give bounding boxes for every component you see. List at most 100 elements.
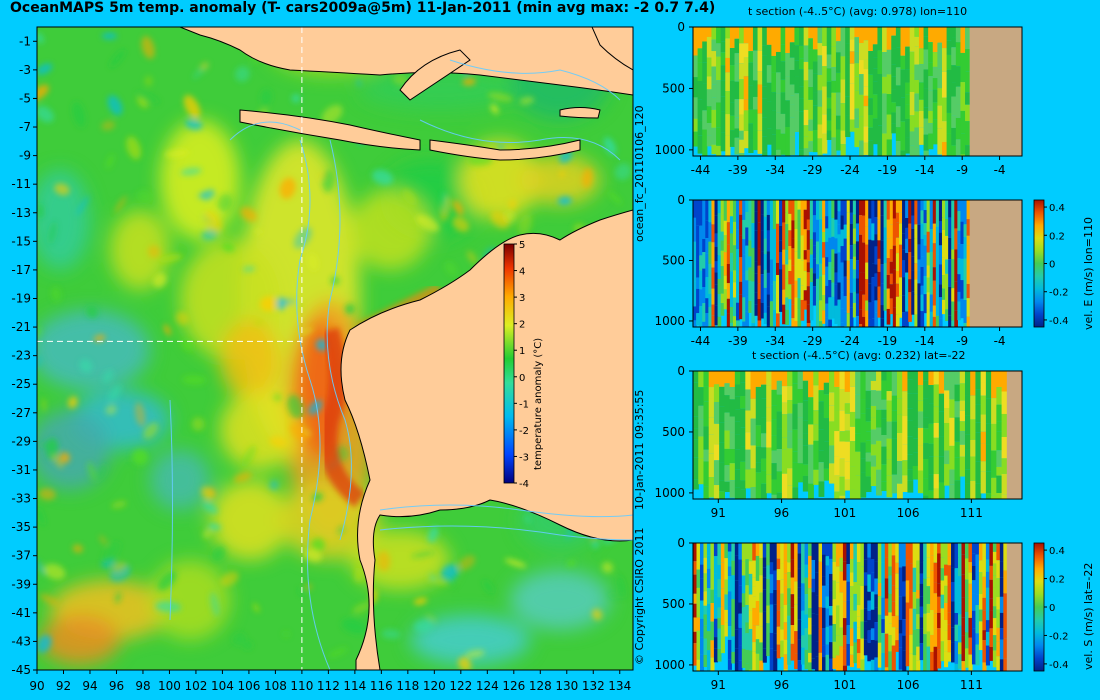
copyright-label: © Copyright CSIRO 2011	[633, 527, 646, 665]
map-y-tick-label: -9	[19, 149, 31, 163]
island-land	[559, 107, 601, 119]
run-label: ocean_fc_20110106_120	[633, 105, 646, 242]
map-y-tick-label: -25	[11, 377, 31, 391]
page-title: OceanMAPS 5m temp. anomaly (T- cars2009a…	[10, 0, 716, 16]
map-x-tick-label: 134	[608, 679, 631, 693]
isobath-contour	[326, 139, 352, 541]
coastal-warm-current	[319, 327, 366, 508]
isobath-contour	[169, 399, 173, 621]
map-colorbar-label: temperature anomaly (°C)	[533, 338, 544, 470]
map-colorbar-tick-label: 3	[519, 293, 525, 304]
section-x-tick-label: 96	[774, 506, 789, 520]
map-y-tick-label: -17	[11, 263, 31, 277]
section-x-tick-label: -4	[994, 334, 1006, 348]
section-x-tick-label: -34	[765, 163, 785, 177]
map-x-tick-label: 108	[264, 679, 287, 693]
section-y-tick-label: 500	[662, 597, 685, 611]
isobath-contour	[379, 504, 633, 518]
map-colorbar-tick-label: 4	[519, 267, 525, 278]
section-x-tick-label: 101	[833, 506, 856, 520]
section-y-tick-label: 1000	[654, 658, 685, 672]
map-frame	[36, 26, 634, 671]
section-x-tick-label: -39	[728, 334, 748, 348]
timestamp-label: 10-Jan-2011 09:35:55	[633, 389, 646, 510]
map-x-tick-label: 100	[158, 679, 181, 693]
tsec-lat-title: t section (-4..5°C) (avg: 0.232) lat=-22	[752, 349, 966, 362]
map-x-tick-label: 114	[343, 679, 366, 693]
section-y-tick-label: 500	[662, 81, 685, 95]
tsec-lon-title: t section (-4..5°C) (avg: 0.978) lon=110	[748, 5, 968, 18]
isobath-contour	[296, 139, 331, 670]
section-frame	[692, 26, 1023, 157]
map-y-tick-label: -31	[11, 463, 31, 477]
velocity-colorbar	[1033, 199, 1045, 328]
velocity-colorbar-tick-label: 0.2	[1049, 575, 1065, 586]
map-colorbar-tick-label: -1	[519, 399, 529, 410]
map-colorbar-tick-label: -2	[519, 426, 529, 437]
map-x-tick-label: 90	[29, 679, 44, 693]
section-panel-vel-e: -44 -39 -34 -29 -24 -19 -14 -9 -4 0 500 1000 0.4 0.2 0…	[654, 193, 1068, 348]
section-panel-tsec-lat: 91 96 101 106 111 0 500 1000	[654, 364, 1023, 520]
section-x-tick-label: -29	[803, 163, 823, 177]
map-colorbar-tick-label: 1	[519, 346, 525, 357]
map-x-tick-label: 110	[290, 679, 313, 693]
map-y-tick-label: -33	[11, 492, 31, 506]
section-panels: -44 -39 -34 -29 -24 -19 -14 -9 -4 0 500 1000 -44 -39 -…	[654, 20, 1069, 692]
section-x-tick-label: 96	[774, 678, 789, 692]
map-x-tick-label: 92	[56, 679, 71, 693]
section-x-tick-label: 101	[833, 678, 856, 692]
map-colorbar-tick-label: 0	[519, 373, 525, 384]
section-x-tick-label: -19	[878, 163, 898, 177]
section-y-tick-label: 1000	[654, 314, 685, 328]
velocity-colorbar-tick-label: 0.4	[1049, 546, 1065, 557]
map-y-tick-label: -19	[11, 291, 31, 305]
map-x-tick-label: 112	[317, 679, 340, 693]
section-x-tick-label: 106	[897, 506, 920, 520]
java-land	[239, 109, 421, 151]
map-y-tick-label: -23	[11, 349, 31, 363]
map-y-tick-label: -37	[11, 549, 31, 563]
section-land	[969, 27, 1022, 156]
map-x-tick-label: 102	[184, 679, 207, 693]
section-x-tick-label: -19	[878, 334, 898, 348]
map-y-tick-label: -1	[19, 34, 31, 48]
section-x-tick-label: -24	[840, 334, 860, 348]
section-x-tick-label: -4	[994, 163, 1006, 177]
velocity-colorbar-tick-label: 0	[1049, 603, 1055, 614]
velocity-colorbar-tick-label: -0.2	[1049, 631, 1069, 642]
map-y-tick-label: -11	[11, 177, 31, 191]
indonesia-land	[179, 27, 633, 96]
section-x-tick-label: -44	[691, 163, 711, 177]
section-y-tick-label: 0	[677, 364, 685, 378]
section-frame	[692, 542, 1023, 672]
map-x-tick-label: 106	[237, 679, 260, 693]
map-y-tick-label: -13	[11, 206, 31, 220]
isobath-contour	[229, 121, 301, 141]
map-colorbar-tick-label: 5	[519, 240, 525, 251]
section-x-tick-label: -34	[765, 334, 785, 348]
section-frame	[692, 370, 1023, 500]
section-x-tick-label: -44	[691, 334, 711, 348]
map-x-tick-label: 118	[396, 679, 419, 693]
section-x-tick-label: -39	[728, 163, 748, 177]
sulawesi-land	[399, 49, 471, 101]
map-y-tick-label: -21	[11, 320, 31, 334]
isobath-contour	[379, 525, 633, 541]
map-y-tick-label: -3	[19, 63, 31, 77]
velocity-colorbar-tick-label: -0.4	[1049, 660, 1069, 671]
map-y-tick-label: -45	[11, 663, 31, 677]
map-x-tick-label: 124	[476, 679, 499, 693]
map-colorbar-tick-label: -4	[519, 479, 529, 490]
map-x-tick-label: 104	[211, 679, 234, 693]
map-x-tick-label: 126	[502, 679, 525, 693]
section-x-tick-label: -9	[956, 163, 968, 177]
section-x-tick-label: -14	[915, 163, 935, 177]
map-x-tick-label: 130	[555, 679, 578, 693]
map-x-tick-label: 94	[82, 679, 97, 693]
temperature-anomaly-map: 5 4 3 2 1 0 -1 -2 -3 -4 temperature anomaly (°C) 9…	[11, 26, 634, 693]
section-x-tick-label: 91	[711, 678, 726, 692]
section-x-tick-label: -9	[956, 334, 968, 348]
section-x-tick-label: -24	[840, 163, 860, 177]
isobath-contour	[449, 59, 621, 101]
velocity-colorbar-tick-label: -0.2	[1049, 288, 1069, 299]
